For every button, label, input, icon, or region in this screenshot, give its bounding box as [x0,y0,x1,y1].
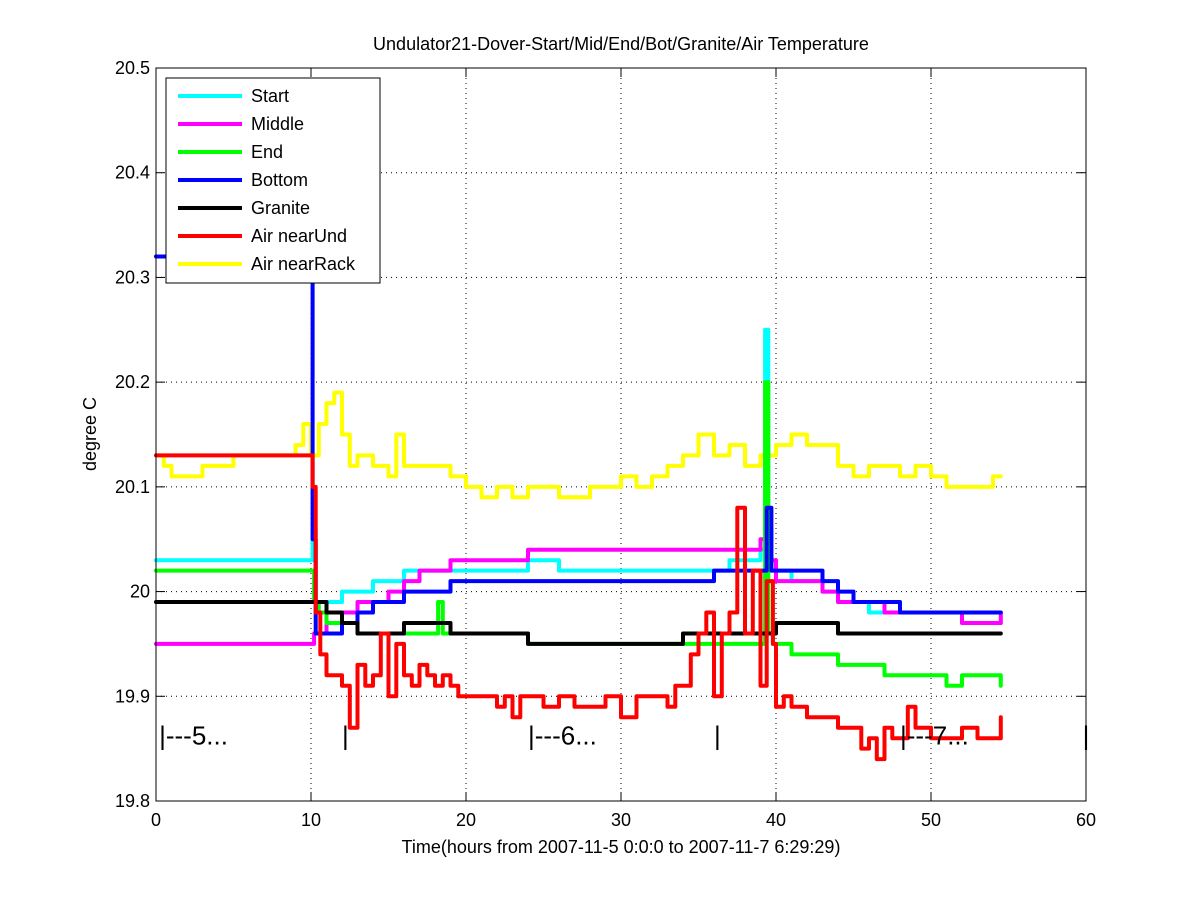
series-line-bottom [154,254,1003,636]
y-tick-label: 20 [130,582,150,602]
period-annotation: |---5... [159,720,228,750]
period-annotation: | [714,720,721,750]
x-tick-label: 0 [151,810,161,830]
chart-title: Undulator21-Dover-Start/Mid/End/Bot/Gran… [373,34,869,54]
x-tick-label: 60 [1076,810,1096,830]
legend: Start Middle End Bottom Granite Air nearUnd Ai… [165,77,381,284]
x-tick-label: 10 [301,810,321,830]
x-tick-label: 40 [766,810,786,830]
period-annotation: | [1083,720,1090,750]
legend-label: Bottom [251,170,308,190]
legend-label: Air nearUnd [251,226,347,246]
legend-label: Start [251,86,289,106]
x-tick-label: 50 [921,810,941,830]
annotation-layer: |---5... | |---6... | |---7... | [159,720,1089,750]
y-tick-label: 20.5 [115,58,150,78]
legend-label: Air nearRack [251,254,356,274]
y-tick-label: 19.8 [115,791,150,811]
x-tick-label: 20 [456,810,476,830]
x-axis-label: Time(hours from 2007-11-5 0:0:0 to 2007-… [402,837,841,857]
series-line-granite [154,600,1003,646]
y-tick-label: 20.4 [115,163,150,183]
y-tick-label: 20.3 [115,267,150,287]
period-annotation: |---7... [900,720,969,750]
period-annotation: |---6... [528,720,597,750]
series-line-air-nearund [154,453,1003,762]
y-axis-label: degree C [80,397,100,471]
period-annotation: | [342,720,349,750]
series-layer [154,254,1003,762]
x-tick-label: 30 [611,810,631,830]
legend-label: End [251,142,283,162]
y-tick-label: 19.9 [115,686,150,706]
ticks-layer: 0 10 20 30 40 50 60 19.8 19.9 20 20.1 20.2 20.3 20.4 2… [115,58,1096,830]
y-tick-label: 20.1 [115,477,150,497]
series-line-air-nearrack [154,390,1003,500]
legend-label: Middle [251,114,304,134]
y-tick-label: 20.2 [115,372,150,392]
legend-label: Granite [251,198,310,218]
